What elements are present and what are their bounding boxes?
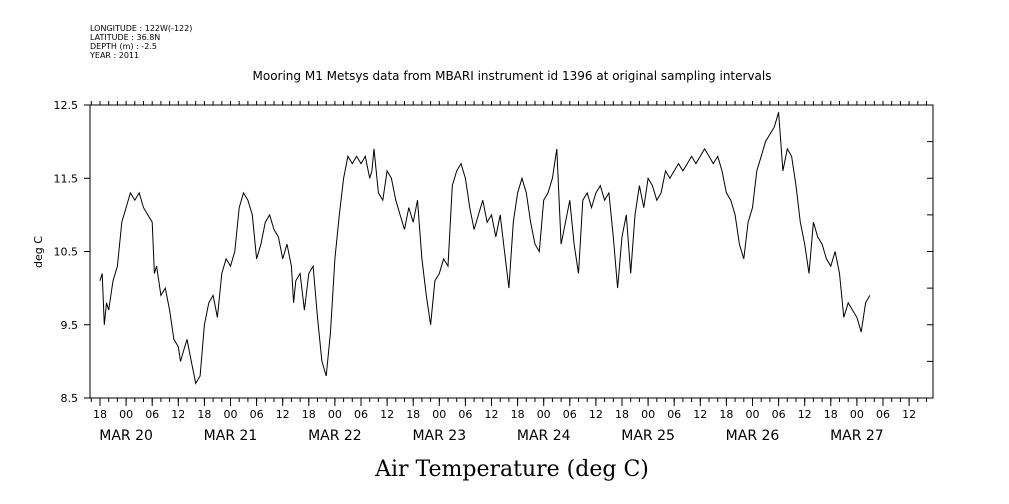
x-tick-label: 00 [641, 408, 655, 421]
x-tick-label: 06 [250, 408, 264, 421]
x-tick-label: 12 [589, 408, 603, 421]
day-label: MAR 27 [830, 428, 884, 444]
x-tick-label: 18 [615, 408, 629, 421]
x-tick-label: 00 [432, 408, 446, 421]
day-label: MAR 20 [99, 428, 153, 444]
x-tick-label: 00 [119, 408, 133, 421]
x-tick-label: 18 [511, 408, 525, 421]
x-tick-label: 12 [171, 408, 185, 421]
x-tick-label: 00 [537, 408, 551, 421]
x-tick-label: 18 [93, 408, 107, 421]
chart-title: Mooring M1 Metsys data from MBARI instru… [253, 69, 772, 83]
depth-text: DEPTH (m) : -2.5 [90, 42, 157, 51]
y-tick-label: 11.5 [54, 172, 79, 185]
x-tick-label: 06 [458, 408, 472, 421]
x-tick-label: 00 [328, 408, 342, 421]
x-tick-label: 12 [902, 408, 916, 421]
x-tick-label: 18 [302, 408, 316, 421]
day-label: MAR 22 [308, 428, 362, 444]
x-tick-label: 18 [824, 408, 838, 421]
x-tick-label: 12 [485, 408, 499, 421]
x-tick-label: 00 [224, 408, 238, 421]
day-label: MAR 21 [204, 428, 258, 444]
y-axis-label: deg C [32, 236, 45, 268]
x-tick-label: 00 [746, 408, 760, 421]
x-axis-label: Air Temperature (deg C) [374, 457, 649, 482]
y-axis: 12.5 11.5 10.5 9.5 8.5 [54, 99, 90, 405]
x-tick-label: 12 [798, 408, 812, 421]
x-tick-label: 18 [406, 408, 420, 421]
y-tick-label: 12.5 [54, 99, 79, 112]
x-tick-label: 12 [380, 408, 394, 421]
x-tick-label: 06 [772, 408, 786, 421]
metadata-block: LONGITUDE : 122W(-122) LATITUDE : 36.8N … [89, 24, 192, 60]
x-tick-label: 18 [197, 408, 211, 421]
x-tick-label: 18 [719, 408, 733, 421]
latitude-text: LATITUDE : 36.8N [90, 33, 160, 42]
year-text: YEAR : 2011 [89, 51, 139, 60]
y-tick-label: 8.5 [61, 392, 79, 405]
y-tick-label: 10.5 [54, 246, 79, 259]
x-tick-label: 12 [693, 408, 707, 421]
longitude-text: LONGITUDE : 122W(-122) [90, 24, 192, 33]
x-tick-label: 06 [354, 408, 368, 421]
series-line [99, 112, 871, 385]
x-tick-label: 12 [276, 408, 290, 421]
x-tick-label: 06 [563, 408, 577, 421]
day-label: MAR 24 [517, 428, 571, 444]
day-label: MAR 25 [621, 428, 675, 444]
day-label: MAR 26 [726, 428, 780, 444]
series-layer [99, 112, 871, 385]
minor-ticks [90, 101, 933, 402]
x-tick-label: 06 [667, 408, 681, 421]
day-label: MAR 23 [412, 428, 466, 444]
y-tick-label: 9.5 [61, 319, 79, 332]
x-axis: 18 00 06 12 18 00 06 12 18 00 06 12 18 00 06 12 18 00 06 12… [93, 398, 916, 444]
x-tick-label: 06 [876, 408, 890, 421]
x-tick-label: 00 [850, 408, 864, 421]
x-tick-label: 06 [145, 408, 159, 421]
